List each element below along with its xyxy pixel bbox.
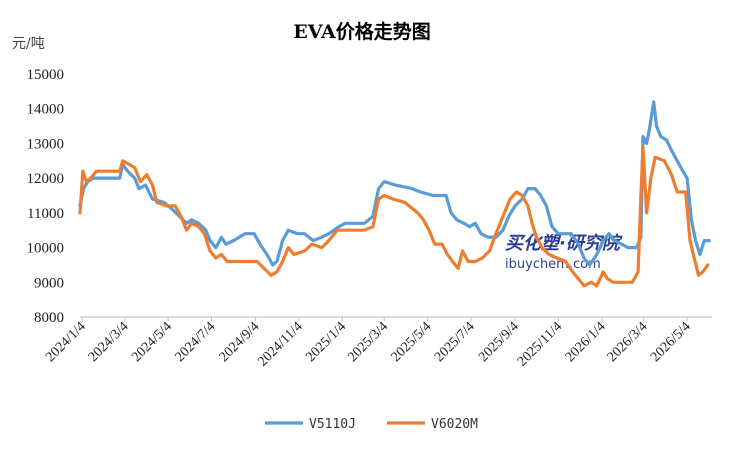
- y-tick-label: 8000: [34, 310, 64, 326]
- y-tick-label: 10000: [27, 241, 65, 257]
- chart-title: EVA价格走势图: [293, 20, 431, 43]
- legend-label-v5110j: V5110J: [309, 417, 356, 432]
- x-tick-label: 2024/5/4: [129, 319, 175, 365]
- series-line-v5110j: [78, 100, 711, 267]
- x-tick-label: 2025/3/4: [345, 319, 391, 365]
- x-tick-label: 2025/5/4: [389, 319, 435, 365]
- y-tick-label: 15000: [27, 67, 65, 83]
- x-tick-label: 2025/11/4: [515, 319, 565, 369]
- x-tick-label: 2024/7/4: [173, 319, 219, 365]
- x-axis: 2024/1/42024/3/42024/5/42024/7/42024/9/4…: [43, 317, 694, 370]
- x-tick-label: 2024/11/4: [255, 319, 305, 369]
- ibuychem-watermark: 买化塑·研究院 ibuychem.com: [505, 233, 623, 272]
- y-tick-label: 11000: [27, 206, 64, 222]
- y-tick-label: 14000: [27, 102, 65, 118]
- y-axis: 8000 9000 10000 11000 12000 13000 14000 15000: [27, 67, 65, 326]
- y-tick-label: 9000: [34, 275, 64, 291]
- plot-area: [78, 100, 711, 288]
- x-tick-label: 2026/1/4: [563, 319, 609, 365]
- legend-label-v6020m: V6020M: [431, 417, 478, 432]
- series-line-v6020m: [78, 145, 710, 288]
- y-tick-label: 12000: [27, 171, 65, 187]
- y-unit-label: 元/吨: [12, 36, 45, 52]
- x-tick-label: 2024/3/4: [86, 319, 132, 365]
- legend: V5110J V6020M: [265, 417, 478, 432]
- x-tick-label: 2024/1/4: [43, 319, 89, 365]
- x-tick-label: 2026/3/4: [605, 319, 651, 365]
- watermark-en-text: ibuychem.com: [505, 257, 601, 272]
- watermark-cn-text: 买化塑·研究院: [505, 233, 623, 254]
- x-tick-label: 2025/1/4: [303, 319, 349, 365]
- x-tick-label: 2026/5/4: [648, 319, 694, 365]
- y-tick-label: 13000: [27, 136, 65, 152]
- x-tick-label: 2025/7/4: [432, 319, 478, 365]
